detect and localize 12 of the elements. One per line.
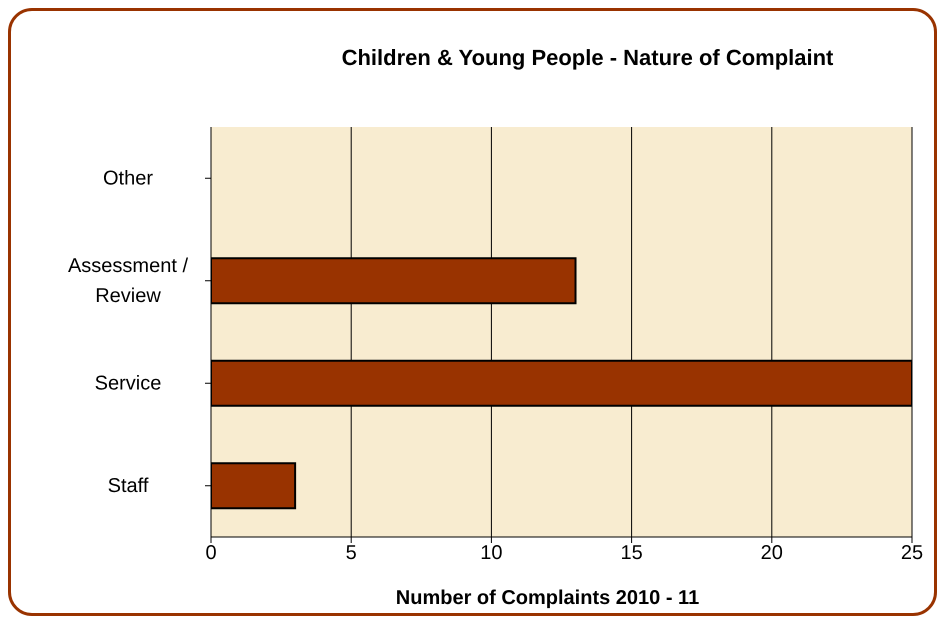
x-tick-label: 15 [620, 542, 643, 564]
x-tick-label: 0 [205, 542, 217, 564]
y-tick-label: Assessment / Review [68, 254, 188, 307]
x-tick-label: 5 [346, 542, 357, 564]
y-tick-label: Service [94, 372, 162, 394]
y-tick-label: Staff [108, 474, 149, 497]
x-axis-title: Number of Complaints 2010 - 11 [394, 587, 700, 610]
chart-title: Children & Young People - Nature of Complaint [340, 44, 834, 72]
x-tick-label: 20 [760, 542, 783, 564]
y-tick-label: Other [102, 167, 154, 190]
x-tick-label: 10 [480, 542, 503, 564]
x-tick-label: 25 [900, 542, 924, 564]
